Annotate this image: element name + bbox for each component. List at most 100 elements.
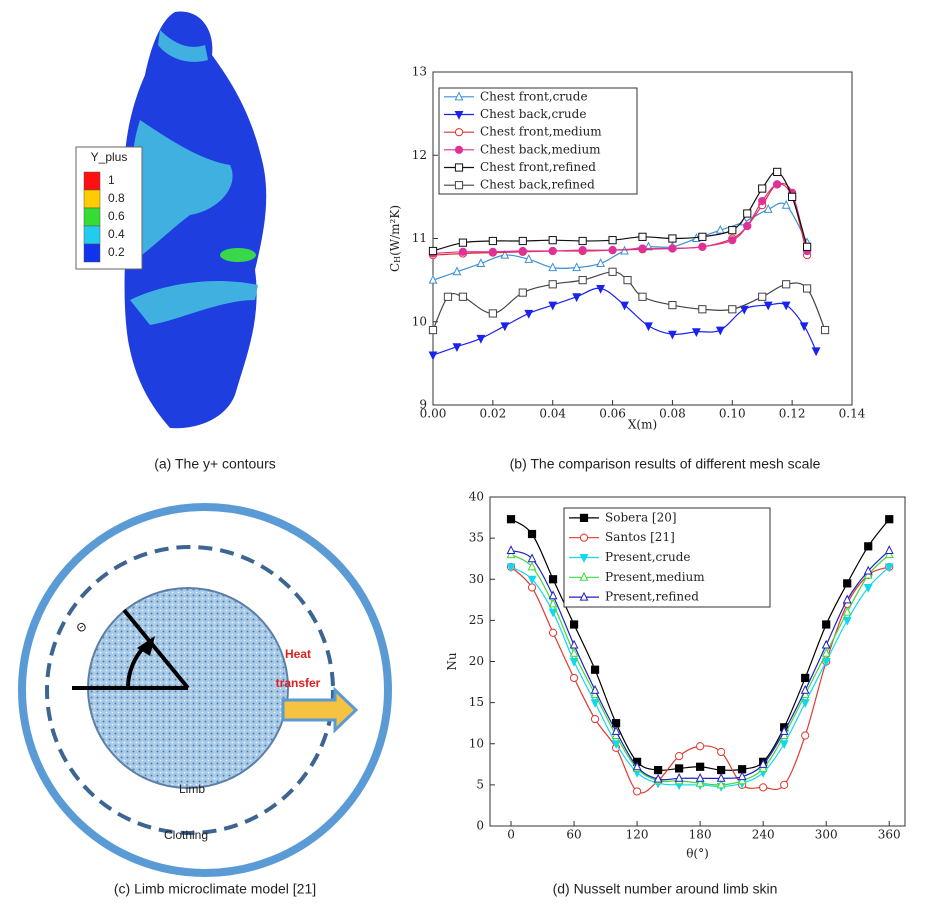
data-point — [811, 347, 821, 357]
data-point — [548, 280, 557, 289]
legend-label: Sobera [20] — [605, 510, 677, 524]
data-point — [569, 673, 579, 683]
legend-marker — [454, 181, 464, 190]
data-point — [548, 608, 558, 618]
x-axis-label: θ(°) — [686, 847, 709, 861]
data-point — [608, 246, 617, 255]
data-point — [506, 563, 516, 573]
x-tick-label: 0 — [507, 828, 515, 842]
data-point — [527, 575, 537, 585]
x-tick-label: 180 — [689, 828, 712, 842]
x-tick-label: 60 — [566, 828, 581, 842]
data-point — [569, 658, 579, 667]
x-tick-label: 0.12 — [779, 407, 806, 421]
data-point — [527, 561, 537, 571]
data-point — [518, 288, 527, 297]
legend-marker — [454, 163, 464, 172]
data-point — [548, 598, 558, 608]
y-tick-label: 35 — [469, 531, 484, 545]
data-point — [488, 309, 497, 318]
limb-diagram — [18, 503, 392, 877]
data-point — [608, 236, 617, 245]
data-point — [800, 684, 810, 694]
y-label-main: Nu — [445, 652, 459, 671]
x-axis-label: X(m) — [628, 418, 657, 432]
data-point — [527, 529, 537, 539]
data-point — [739, 305, 749, 315]
data-point — [653, 773, 663, 783]
y-label-sub: H — [393, 256, 402, 263]
data-point — [821, 639, 831, 649]
data-point — [668, 301, 677, 310]
x-tick-label: 0.06 — [599, 407, 626, 421]
data-point — [506, 549, 516, 559]
data-point — [569, 639, 579, 649]
data-point — [698, 232, 707, 241]
data-point — [801, 673, 810, 683]
legend-marker — [454, 145, 464, 154]
data-point — [506, 545, 516, 554]
data-point — [638, 292, 647, 301]
data-point — [572, 293, 582, 303]
data-point — [758, 184, 767, 193]
data-point — [524, 253, 534, 263]
data-point — [500, 249, 510, 259]
y-tick-label: 20 — [469, 654, 484, 668]
y-tick-label: 25 — [469, 613, 484, 627]
data-point — [773, 180, 782, 189]
data-point — [458, 247, 468, 256]
legend-marker — [454, 128, 464, 137]
data-point — [822, 620, 831, 629]
data-point — [717, 765, 726, 775]
data-point — [572, 262, 582, 272]
data-point — [524, 309, 534, 319]
data-point — [476, 258, 486, 267]
data-point — [698, 242, 707, 251]
data-point — [596, 258, 606, 267]
data-point — [716, 772, 726, 782]
data-point — [674, 772, 684, 782]
data-point — [506, 515, 516, 524]
data-point — [611, 726, 621, 735]
y-axis-label: Nu — [445, 652, 459, 671]
data-point — [518, 236, 527, 246]
data-point — [803, 242, 812, 251]
caption: (b) The comparison results of different … — [510, 456, 821, 472]
legend-marker — [579, 513, 589, 522]
data-point — [737, 771, 747, 781]
data-point — [527, 583, 537, 592]
data-point — [695, 772, 705, 782]
x-tick-label: 300 — [815, 828, 838, 842]
y-tick-label: 11 — [412, 231, 427, 245]
data-point — [788, 192, 797, 201]
x-tick-label: 360 — [878, 828, 901, 842]
contour-label: 0.2 — [108, 245, 125, 259]
data-point — [885, 515, 894, 524]
data-point — [758, 758, 768, 768]
data-point — [863, 569, 873, 579]
legend-marker — [454, 91, 464, 101]
data-point — [717, 747, 726, 757]
data-point — [779, 726, 789, 735]
legend-label: Chest back,refined — [480, 178, 595, 192]
y-tick-label: 5 — [476, 777, 484, 791]
contour-label: 1 — [108, 173, 115, 187]
data-point — [654, 765, 663, 775]
data-point — [527, 553, 537, 563]
data-point — [843, 579, 852, 588]
legend-marker — [579, 554, 589, 563]
data-point — [782, 280, 791, 289]
y-tick-label: 0 — [476, 819, 484, 833]
legend-label: Present,medium — [605, 570, 705, 584]
legend-label: Chest front,medium — [480, 125, 602, 139]
x-tick-label: 120 — [626, 828, 649, 842]
x-tick-label: 240 — [752, 828, 775, 842]
caption: (c) Limb microclimate model [21] — [114, 881, 316, 897]
data-point — [743, 209, 752, 218]
data-point — [759, 783, 768, 792]
caption: (d) Nusselt number around limb skin — [553, 881, 778, 897]
data-point — [821, 647, 831, 657]
data-point — [548, 262, 558, 272]
legend-label: Present,crude — [605, 550, 691, 564]
data-point — [428, 274, 438, 284]
